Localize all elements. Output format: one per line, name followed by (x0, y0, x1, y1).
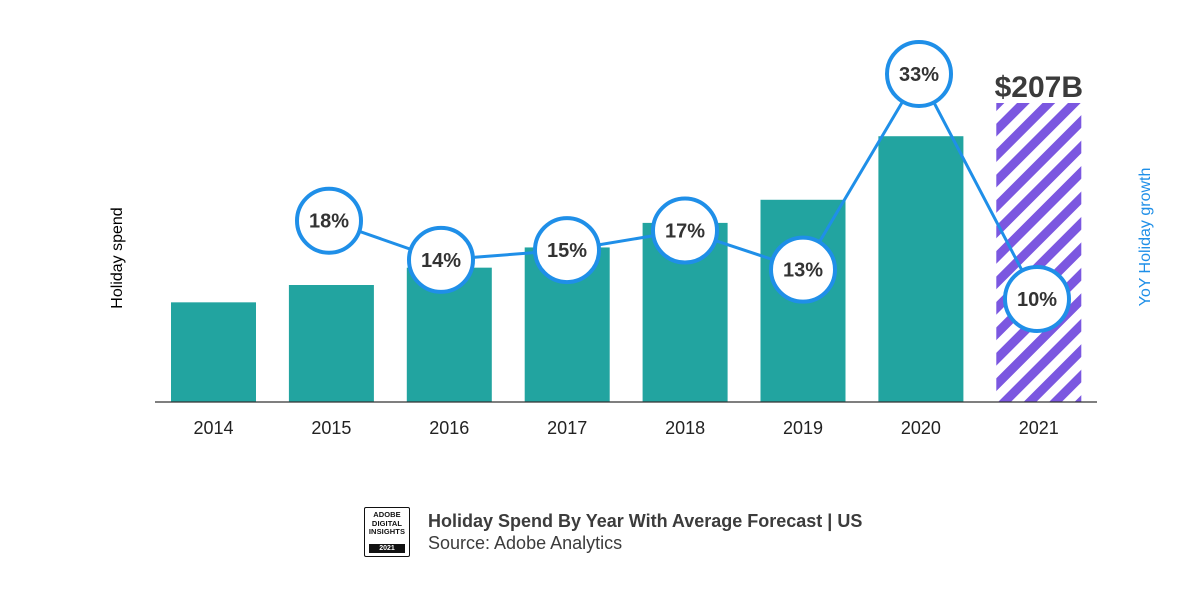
growth-label-2019: 13% (783, 260, 823, 282)
chart-title: Holiday Spend By Year With Average Forec… (428, 511, 863, 531)
chart-footer: ADOBE DIGITAL INSIGHTS 2021 Holiday Spen… (364, 504, 862, 560)
growth-point-circle (533, 216, 601, 285)
bar-forecast-2021 (996, 103, 1082, 402)
growth-point-circle (651, 196, 719, 265)
adobe-digital-insights-logo: ADOBE DIGITAL INSIGHTS 2021 (364, 507, 410, 557)
bar-2015 (288, 285, 374, 402)
y-axis-label: Holiday spend (109, 207, 126, 308)
badge-line-3: INSIGHTS (368, 527, 406, 536)
x-tick-labels: 2014 2015 2016 2017 2018 2019 2020 2021 (193, 418, 1058, 438)
growth-label-2015: 18% (309, 211, 349, 233)
growth-point-2019: 13% (769, 235, 837, 304)
growth-point-2016: 14% (407, 225, 475, 294)
badge-year: 2021 (369, 544, 405, 553)
bar-2014 (171, 302, 256, 402)
growth-point-2020: 33% (885, 40, 953, 108)
x-tick-2016: 2016 (429, 418, 469, 438)
x-tick-2018: 2018 (665, 418, 705, 438)
badge-line-1: ADOBE (373, 510, 401, 519)
growth-label-2021: 10% (1017, 289, 1057, 311)
bar-2020 (878, 136, 964, 402)
x-tick-2019: 2019 (783, 418, 823, 438)
growth-label-2017: 15% (547, 240, 587, 262)
growth-point-circle (295, 186, 363, 255)
growth-point-2015: 18% (295, 186, 363, 255)
x-tick-2020: 2020 (901, 418, 941, 438)
growth-label-2020: 33% (899, 64, 939, 86)
growth-point-circle (1003, 265, 1071, 333)
growth-point-2017: 15% (533, 216, 601, 285)
growth-point-2018: 17% (651, 196, 719, 265)
growth-point-circle (769, 235, 837, 304)
y2-axis-label: YoY Holiday growth (1137, 168, 1154, 307)
growth-point-circle (885, 40, 953, 108)
x-tick-2021: 2021 (1019, 418, 1059, 438)
growth-label-2018: 17% (665, 221, 705, 243)
x-tick-2014: 2014 (193, 418, 233, 438)
growth-label-2016: 14% (421, 250, 461, 272)
x-tick-2017: 2017 (547, 418, 587, 438)
badge-line-2: DIGITAL (371, 518, 403, 528)
x-tick-2015: 2015 (311, 418, 351, 438)
bars (171, 103, 1082, 402)
growth-point-2021: 10% (1003, 265, 1071, 333)
forecast-callout-label: $207B (995, 71, 1083, 104)
growth-point-circle (407, 225, 475, 294)
growth-points: 18% 14% 15% 17% 13% 33% 10% (295, 40, 1071, 333)
chart-source: Source: Adobe Analytics (428, 533, 623, 553)
